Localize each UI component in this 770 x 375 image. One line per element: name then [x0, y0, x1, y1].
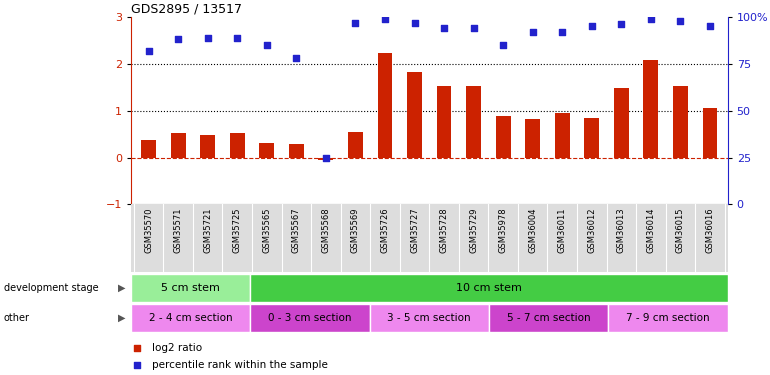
Bar [407, 72, 422, 158]
Point [477, 290, 490, 296]
Point [408, 20, 420, 26]
Bar [555, 113, 570, 158]
Text: ▶: ▶ [118, 313, 126, 323]
Text: 0 - 3 cm section: 0 - 3 cm section [268, 313, 352, 323]
Bar [141, 140, 156, 158]
Text: GSM36014: GSM36014 [646, 208, 655, 253]
Point [438, 25, 450, 31]
Point [586, 23, 598, 29]
Bar [702, 108, 718, 158]
Text: GSM35725: GSM35725 [233, 208, 242, 253]
Text: GSM35978: GSM35978 [499, 208, 507, 254]
Bar [259, 144, 274, 158]
Bar [437, 86, 451, 158]
Text: ▶: ▶ [118, 283, 126, 292]
Point [260, 42, 273, 48]
Bar [496, 116, 511, 158]
Point [556, 29, 568, 35]
Text: GSM35569: GSM35569 [351, 208, 360, 253]
Text: GSM36011: GSM36011 [557, 208, 567, 253]
Bar [608, 304, 728, 332]
Bar [171, 133, 186, 158]
Point [202, 34, 214, 40]
Text: GSM35565: GSM35565 [263, 208, 271, 253]
Point [467, 25, 480, 31]
Bar [377, 54, 393, 158]
Point [644, 16, 657, 22]
Text: 10 cm stem: 10 cm stem [456, 283, 522, 293]
Text: 2 - 4 cm section: 2 - 4 cm section [149, 313, 233, 323]
Text: other: other [4, 313, 30, 323]
Text: 5 cm stem: 5 cm stem [161, 283, 220, 293]
Text: GSM35726: GSM35726 [380, 208, 390, 254]
Bar [250, 274, 728, 302]
Text: GSM35728: GSM35728 [440, 208, 449, 254]
Bar [131, 304, 250, 332]
Point [675, 18, 687, 24]
Bar [489, 304, 608, 332]
Text: GSM35571: GSM35571 [174, 208, 182, 253]
Point [320, 154, 332, 160]
Point [497, 42, 509, 48]
Point [142, 48, 155, 54]
Text: GSM36015: GSM36015 [676, 208, 685, 253]
Text: GSM35727: GSM35727 [410, 208, 419, 254]
Text: GSM36016: GSM36016 [705, 208, 715, 254]
Bar [525, 119, 540, 158]
Text: GSM35729: GSM35729 [469, 208, 478, 253]
Text: log2 ratio: log2 ratio [152, 343, 202, 352]
Text: 7 - 9 cm section: 7 - 9 cm section [626, 313, 710, 323]
Point [172, 36, 184, 42]
Point [527, 29, 539, 35]
Text: GSM36004: GSM36004 [528, 208, 537, 253]
Bar [250, 304, 370, 332]
Point [477, 136, 490, 142]
Bar [289, 144, 303, 158]
Text: GSM36012: GSM36012 [588, 208, 596, 253]
Text: percentile rank within the sample: percentile rank within the sample [152, 360, 328, 369]
Bar [673, 86, 688, 158]
Bar [614, 88, 628, 158]
Text: 5 - 7 cm section: 5 - 7 cm section [507, 313, 591, 323]
Bar [230, 133, 245, 158]
Point [350, 20, 362, 26]
Text: GSM35568: GSM35568 [321, 208, 330, 254]
Text: GSM35567: GSM35567 [292, 208, 301, 254]
Text: 3 - 5 cm section: 3 - 5 cm section [387, 313, 471, 323]
Point [615, 21, 628, 27]
Text: development stage: development stage [4, 283, 99, 292]
Point [379, 16, 391, 22]
Text: GSM35570: GSM35570 [144, 208, 153, 253]
Bar [466, 86, 481, 158]
Bar [348, 132, 363, 158]
Bar [131, 274, 250, 302]
Text: GSM35721: GSM35721 [203, 208, 213, 253]
Text: GSM36013: GSM36013 [617, 208, 626, 254]
Bar [584, 118, 599, 158]
Bar [200, 135, 215, 158]
Bar [644, 60, 658, 158]
Bar [370, 304, 489, 332]
Point [231, 34, 243, 40]
Bar [319, 158, 333, 160]
Point [290, 55, 303, 61]
Text: GDS2895 / 13517: GDS2895 / 13517 [131, 3, 242, 16]
Point [704, 23, 716, 29]
